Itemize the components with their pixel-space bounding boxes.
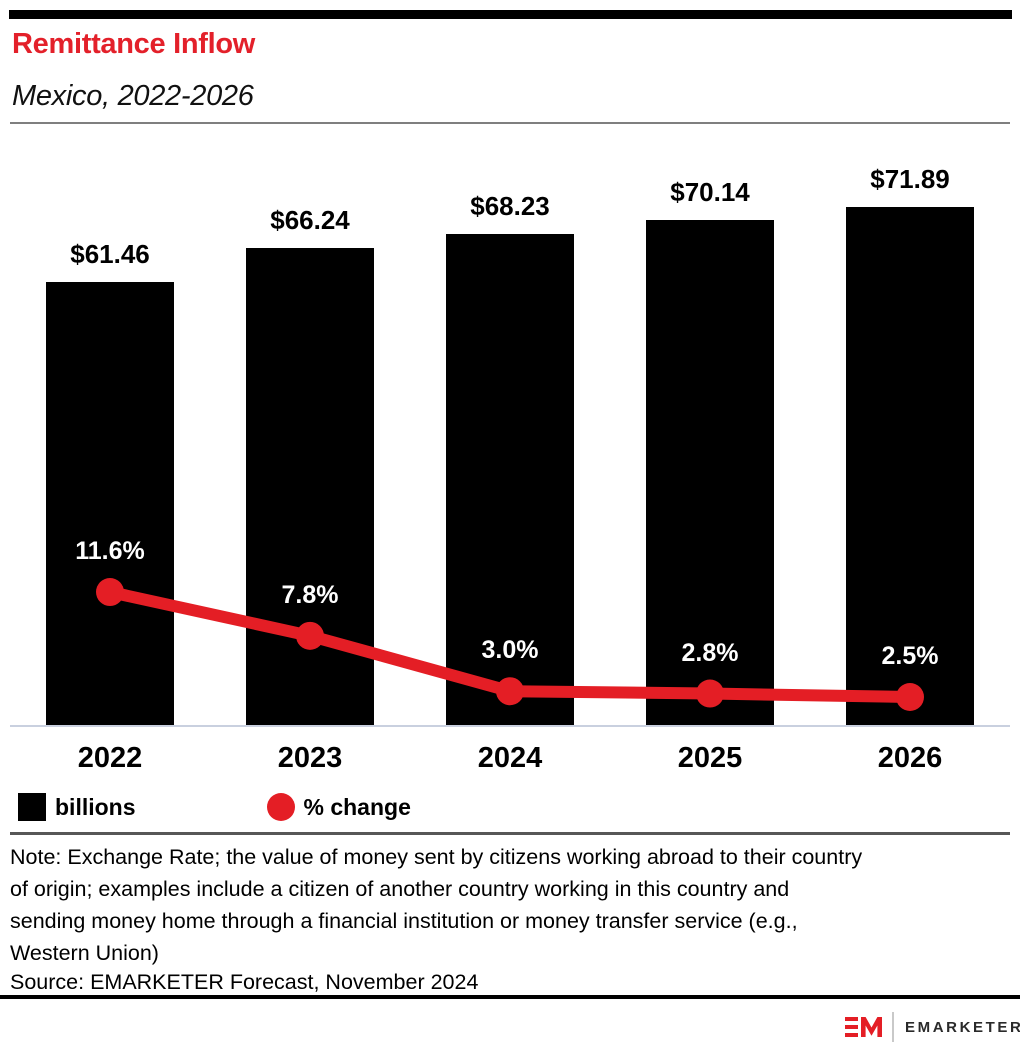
bar-value-label: $68.23 — [470, 190, 550, 221]
x-axis-label: 2023 — [277, 742, 343, 774]
pct-value-label: 2.5% — [881, 642, 939, 670]
source-text: Source: EMARKETER Forecast, November 202… — [10, 970, 479, 994]
x-axis-label: 2022 — [77, 742, 143, 774]
legend-line-label: % change — [303, 793, 411, 820]
legend-line-swatch — [266, 793, 295, 821]
bar-value-label: $61.46 — [70, 239, 150, 270]
note-line: Western Union) — [10, 941, 159, 965]
top-accent-bar — [9, 10, 1012, 19]
legend: billions % change — [18, 791, 411, 823]
bar-2024 — [446, 233, 574, 725]
line-point — [96, 578, 124, 607]
x-axis-label: 2026 — [877, 742, 943, 774]
legend-divider — [10, 832, 1010, 835]
header-divider — [10, 122, 1010, 124]
bar-2022 — [46, 282, 174, 725]
bar-2025 — [646, 219, 774, 725]
pct-value-label: 2.8% — [681, 638, 739, 667]
chart-title: Remittance Inflow — [12, 28, 256, 60]
footer: EMARKETER — [845, 1010, 1020, 1044]
line-point — [296, 621, 324, 650]
line-point — [496, 677, 524, 706]
bar-value-label: $66.24 — [270, 205, 350, 236]
note-line: of origin; examples include a citizen of… — [10, 877, 790, 901]
emarketer-logo-icon — [845, 1017, 882, 1037]
footer-divider — [0, 995, 1020, 999]
x-axis-label: 2024 — [477, 742, 543, 774]
note-line: Note: Exchange Rate; the value of money … — [10, 845, 863, 869]
x-axis-line — [10, 725, 1010, 727]
legend-bars-label: billions — [55, 793, 136, 820]
pct-value-label: 3.0% — [481, 636, 539, 665]
brand-name: EMARKETER — [905, 1018, 1020, 1036]
pct-value-label: 7.8% — [281, 580, 339, 609]
bar-value-label: $71.89 — [870, 164, 950, 195]
line-point — [696, 679, 724, 708]
line-point — [896, 683, 924, 711]
note-line: sending money home through a financial i… — [10, 909, 798, 933]
legend-bar-swatch — [18, 793, 46, 821]
bar-value-label: $70.14 — [670, 176, 750, 207]
chart-subtitle: Mexico, 2022-2026 — [12, 80, 254, 112]
bar-2026 — [846, 207, 974, 725]
x-axis-label: 2025 — [677, 742, 743, 774]
pct-value-label: 11.6% — [75, 537, 145, 565]
logo-divider — [892, 1012, 894, 1042]
note-text: Note: Exchange Rate; the value of money … — [10, 841, 862, 969]
